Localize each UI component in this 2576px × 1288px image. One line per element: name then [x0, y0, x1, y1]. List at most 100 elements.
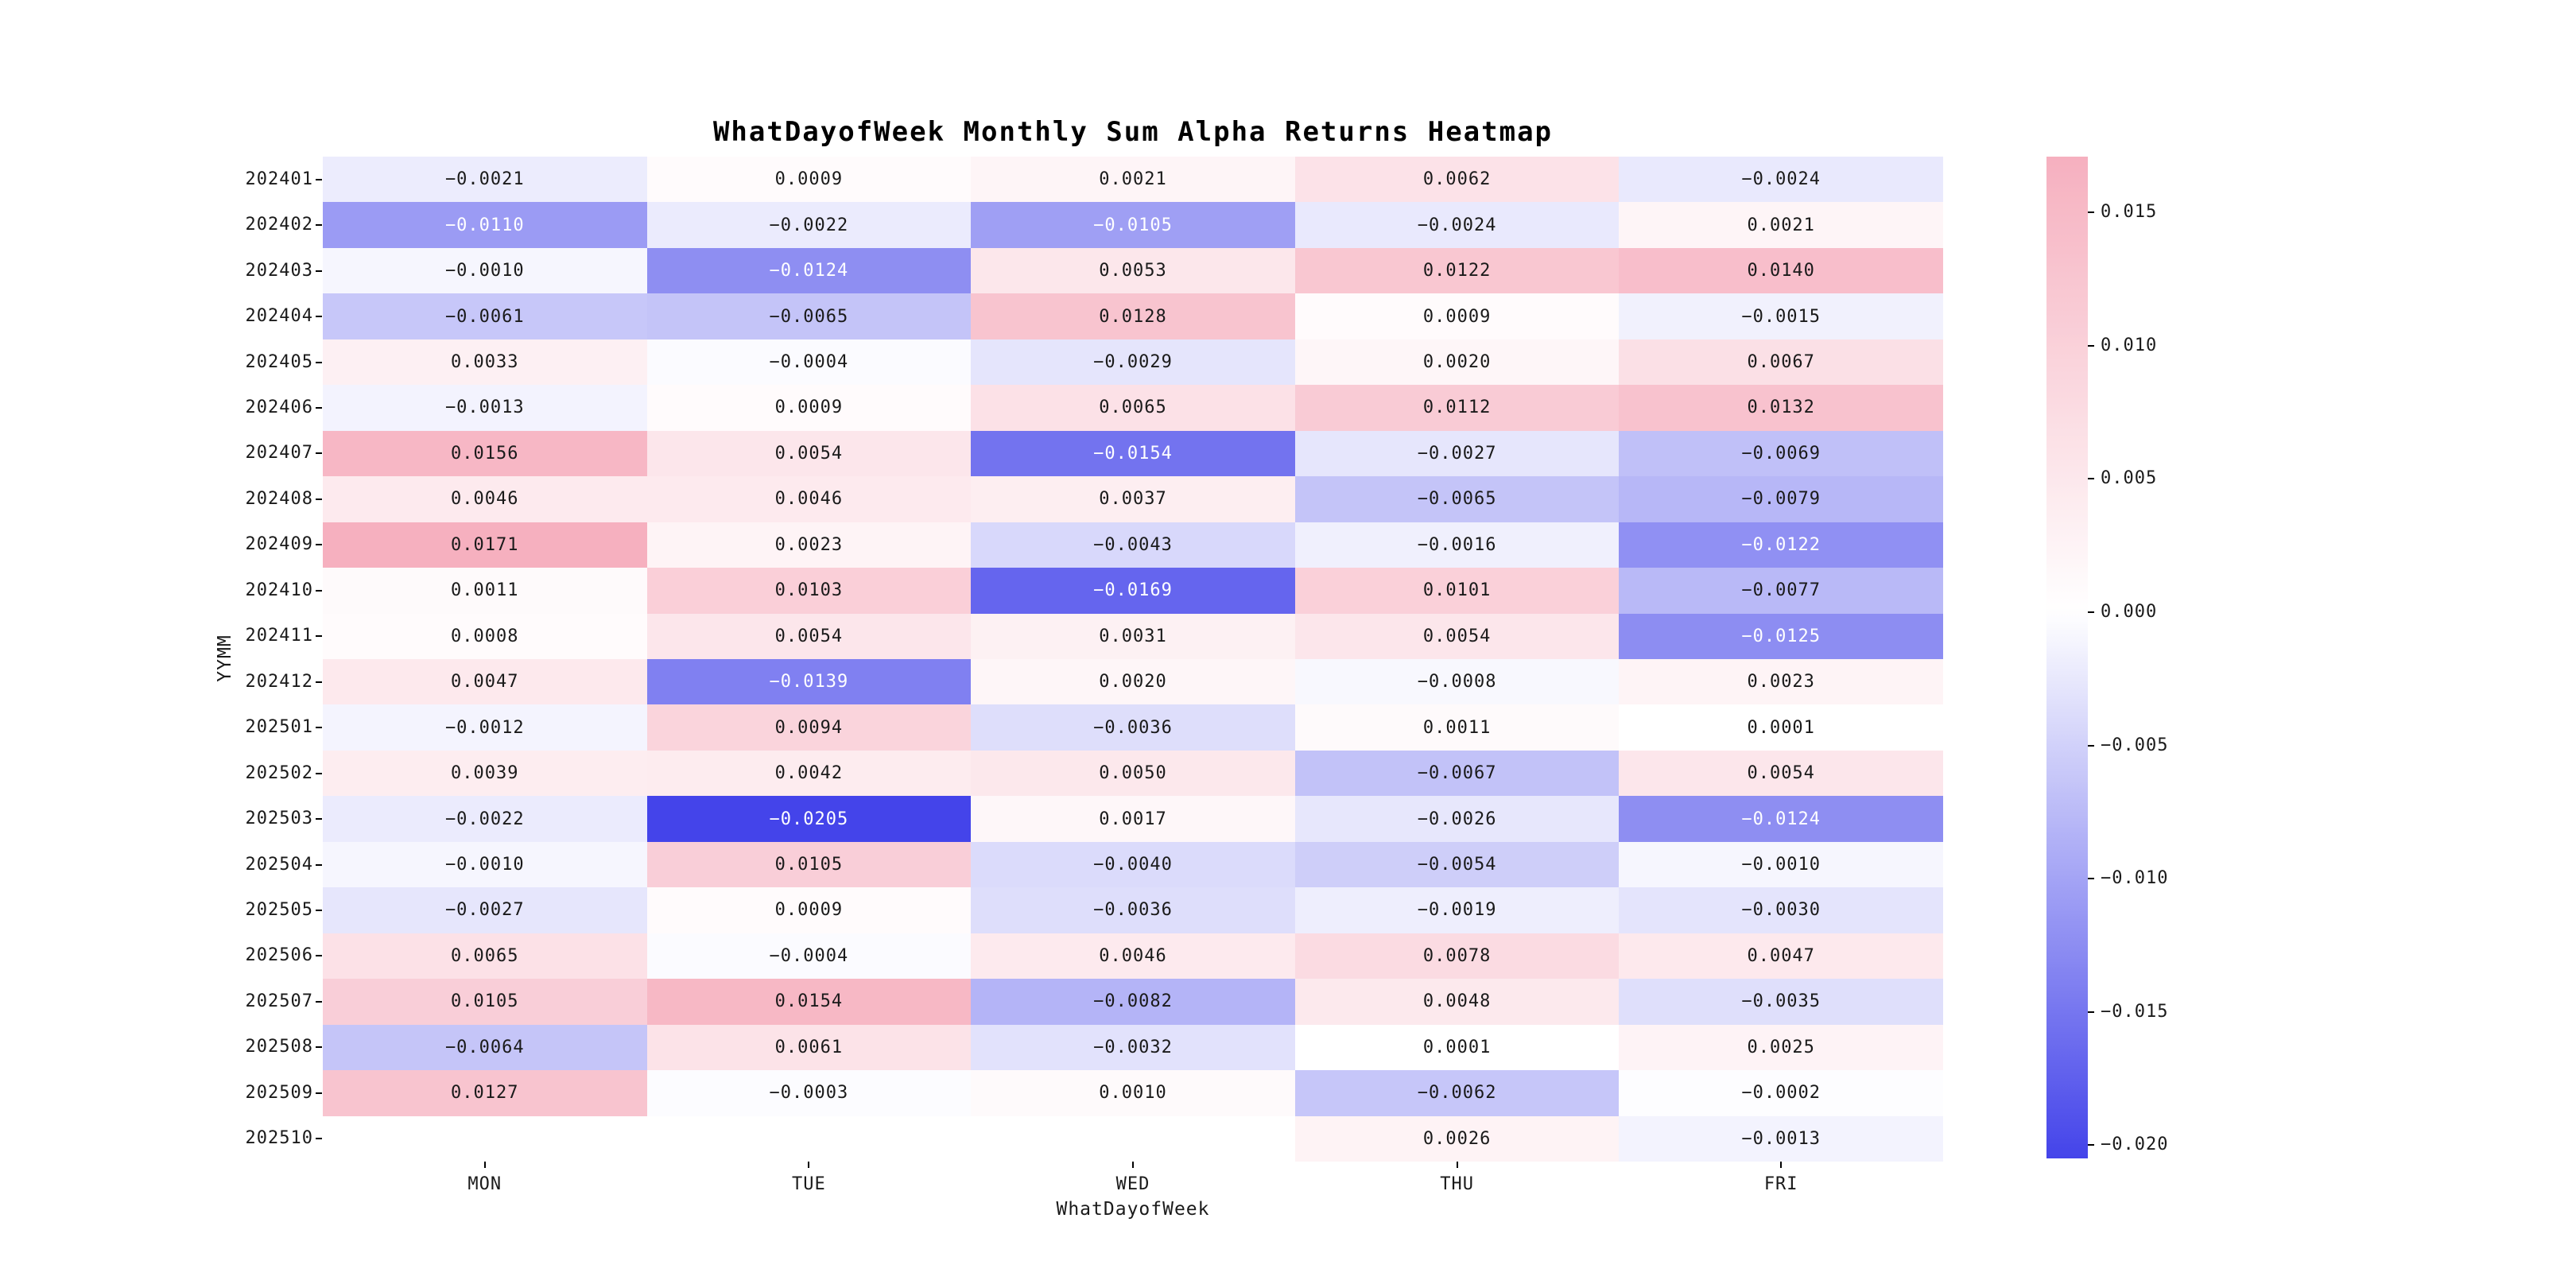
- heatmap-cell: 0.0042: [646, 750, 972, 797]
- heatmap-cell: −0.0082: [971, 979, 1295, 1025]
- heatmap-cell: 0.0061: [646, 1024, 972, 1071]
- x-tick-label: FRI: [1763, 1174, 1798, 1194]
- heatmap-cell: −0.0002: [1619, 1070, 1943, 1116]
- heatmap-cell: [323, 1115, 647, 1162]
- heatmap-cell: 0.0020: [1294, 339, 1620, 386]
- chart-title: WhatDayofWeek Monthly Sum Alpha Returns …: [712, 116, 1554, 148]
- heatmap-cell: 0.0047: [1619, 933, 1943, 980]
- y-axis-label: YYMM: [215, 634, 235, 682]
- y-tick-mark: [316, 818, 322, 821]
- heatmap-cell: 0.0047: [323, 658, 647, 705]
- heatmap-cell: 0.0065: [971, 385, 1295, 431]
- heatmap-cell: −0.0008: [1294, 658, 1620, 705]
- heatmap-cell: −0.0069: [1619, 430, 1943, 477]
- heatmap-cell: −0.0010: [323, 841, 647, 888]
- x-tick-mark: [808, 1162, 810, 1168]
- heatmap-cell: 0.0127: [323, 1070, 647, 1116]
- y-tick-label: 202407: [245, 443, 313, 464]
- heatmap-cell: −0.0065: [1294, 476, 1620, 522]
- heatmap-cell: 0.0001: [1619, 704, 1943, 751]
- heatmap-cell: 0.0122: [1294, 247, 1620, 294]
- colorbar-tick-mark: [2088, 1144, 2094, 1146]
- heatmap-cell: −0.0061: [323, 293, 647, 339]
- heatmap-cell: 0.0026: [1294, 1115, 1620, 1162]
- heatmap-cell: −0.0022: [646, 202, 972, 248]
- heatmap-cell: 0.0050: [971, 750, 1295, 797]
- heatmap-cell: 0.0009: [646, 157, 972, 203]
- y-tick-mark: [316, 178, 322, 180]
- heatmap-grid: −0.0021 0.0009 0.0021 0.0062 −0.0024 −0.0110−…: [323, 157, 1943, 1162]
- heatmap-cell: 0.0031: [971, 613, 1295, 659]
- x-tick-label: THU: [1440, 1174, 1474, 1194]
- heatmap-cell: −0.0029: [971, 339, 1295, 386]
- y-tick-label: 202504: [245, 854, 313, 875]
- heatmap-cell: 0.0023: [1619, 658, 1943, 705]
- y-tick-mark: [316, 1092, 322, 1094]
- heatmap-cell: 0.0054: [646, 430, 972, 477]
- heatmap-cell: 0.0154: [646, 979, 972, 1025]
- heatmap-cell: −0.0036: [971, 704, 1295, 751]
- y-tick-label: 202402: [245, 215, 313, 235]
- y-tick-mark: [316, 270, 322, 272]
- heatmap-cell: 0.0048: [1294, 979, 1620, 1025]
- heatmap-cell: −0.0077: [1619, 568, 1943, 614]
- colorbar-tick-label: −0.005: [2101, 735, 2169, 755]
- heatmap-cell: −0.0040: [971, 841, 1295, 888]
- heatmap-cell: 0.0128: [971, 293, 1295, 339]
- y-tick-mark: [316, 589, 322, 592]
- heatmap-cell: 0.0156: [323, 430, 647, 477]
- heatmap-cell: −0.0124: [646, 247, 972, 294]
- heatmap-cell: 0.0025: [1619, 1024, 1943, 1071]
- heatmap-cell: −0.0024: [1619, 157, 1943, 203]
- y-tick-mark: [316, 1046, 322, 1049]
- heatmap-cell: 0.0021: [971, 157, 1295, 203]
- heatmap-cell: −0.0062: [1294, 1070, 1620, 1116]
- heatmap-cell: −0.0013: [323, 385, 647, 431]
- heatmap-cell: 0.0017: [971, 796, 1295, 842]
- y-tick-label: 202406: [245, 398, 313, 417]
- colorbar-tick-label: −0.010: [2101, 868, 2169, 889]
- heatmap-cell: −0.0024: [1294, 202, 1620, 248]
- y-tick-mark: [316, 863, 322, 866]
- x-tick-mark: [1456, 1162, 1458, 1168]
- heatmap-cell: −0.0027: [1294, 430, 1620, 477]
- heatmap-cell: −0.0021: [323, 157, 647, 203]
- heatmap-cell: −0.0022: [323, 796, 647, 842]
- heatmap-cell: 0.0112: [1294, 385, 1620, 431]
- heatmap-cell: −0.0004: [646, 933, 972, 980]
- x-tick-mark: [483, 1162, 486, 1168]
- heatmap-cell: 0.0103: [646, 568, 972, 614]
- heatmap-cell: 0.0078: [1294, 933, 1620, 980]
- heatmap-cell: −0.0012: [323, 704, 647, 751]
- heatmap-cell: 0.0001: [1294, 1024, 1620, 1071]
- y-tick-mark: [316, 498, 322, 500]
- colorbar-tick-mark: [2088, 211, 2094, 214]
- heatmap-cell: 0.0065: [323, 933, 647, 980]
- heatmap-cell: −0.0026: [1294, 796, 1620, 842]
- heatmap-cell: −0.0016: [1294, 522, 1620, 568]
- heatmap-cell: −0.0122: [1619, 522, 1943, 568]
- y-tick-label: 202507: [245, 991, 313, 1011]
- heatmap-cell: 0.0046: [646, 476, 972, 522]
- y-tick-label: 202502: [245, 762, 313, 783]
- heatmap-cell: −0.0125: [1619, 613, 1943, 659]
- heatmap-cell: 0.0053: [971, 247, 1295, 294]
- colorbar-tick-label: 0.010: [2101, 335, 2158, 355]
- y-tick-label: 202401: [245, 169, 313, 189]
- x-tick-label: WED: [1115, 1174, 1150, 1194]
- heatmap-cell: 0.0046: [323, 476, 647, 522]
- heatmap-cell: 0.0020: [971, 658, 1295, 705]
- y-tick-label: 202405: [245, 351, 313, 372]
- heatmap-cell: 0.0008: [323, 613, 647, 659]
- y-tick-mark: [316, 955, 322, 957]
- heatmap-cell: 0.0105: [323, 979, 647, 1025]
- x-axis-label: WhatDayofWeek: [1056, 1199, 1210, 1220]
- colorbar-tick-mark: [2088, 611, 2094, 614]
- y-tick-mark: [316, 635, 322, 638]
- y-tick-mark: [316, 727, 322, 729]
- colorbar-tick-label: −0.020: [2101, 1135, 2169, 1155]
- heatmap-cell: 0.0171: [323, 522, 647, 568]
- y-tick-label: 202510: [245, 1128, 313, 1149]
- colorbar-tick-mark: [2088, 344, 2094, 347]
